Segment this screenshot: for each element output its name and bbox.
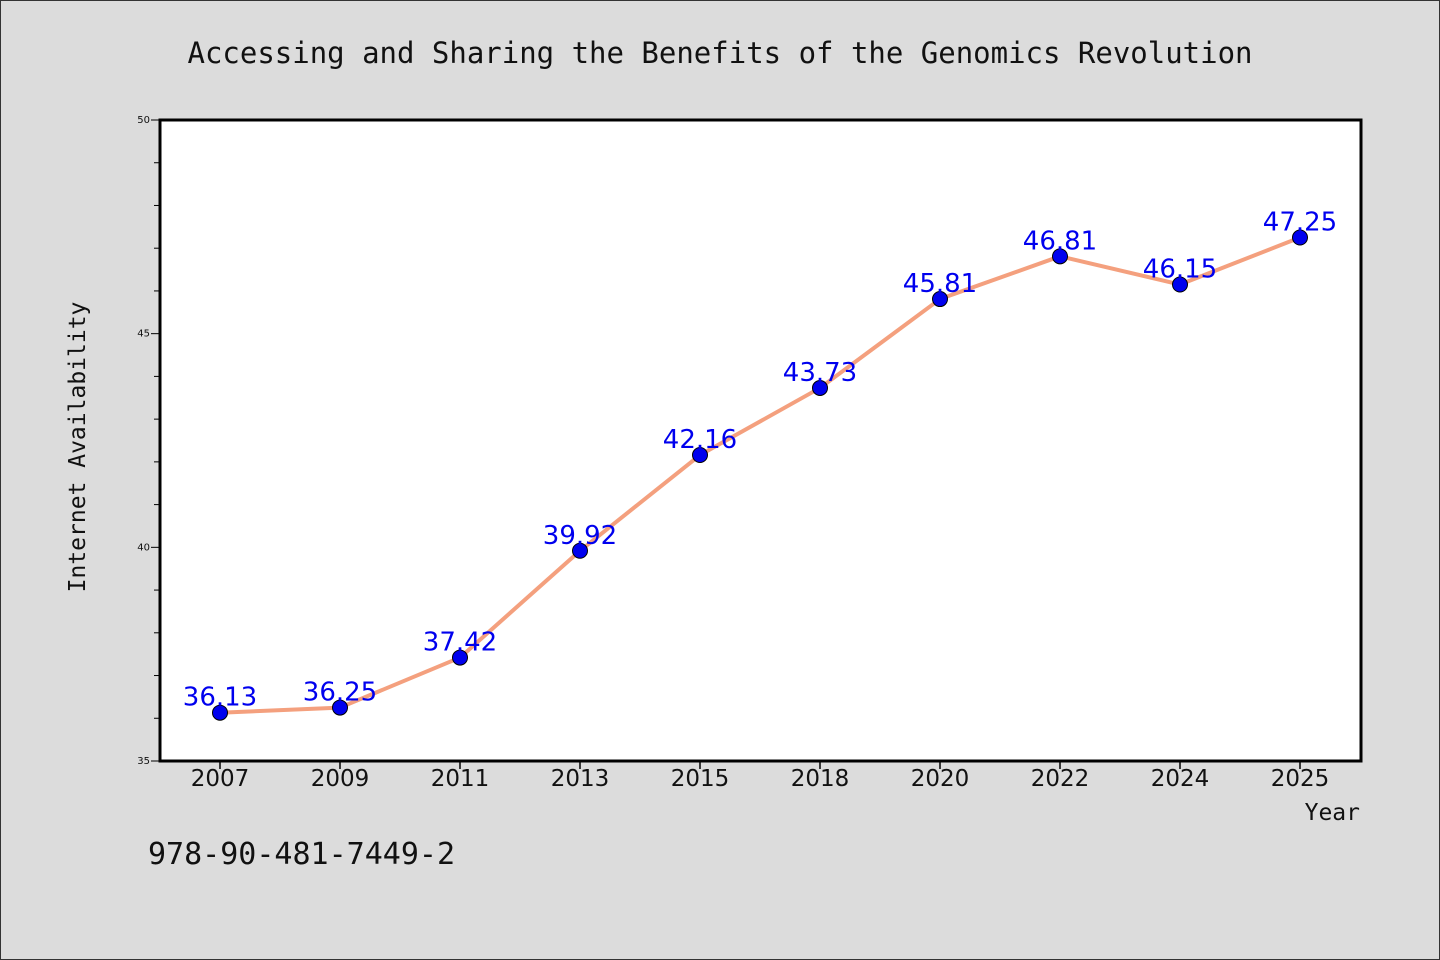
data-point	[572, 542, 588, 559]
isbn-text: 978-90-481-7449-2	[148, 837, 455, 872]
data-label: 36.13	[183, 683, 257, 713]
plot-area	[158, 118, 1363, 763]
x-axis-label: Year	[1305, 800, 1360, 826]
series	[219, 235, 1301, 715]
x-tick-label: 2013	[551, 766, 610, 792]
data-label: 46.15	[1143, 255, 1217, 285]
y-axis-label: Internet Availability	[65, 302, 91, 593]
x-tick-label: 2009	[311, 766, 370, 792]
y-tick-label: 50	[137, 115, 150, 126]
y-axis: 35 40 45 50	[137, 115, 160, 767]
x-tick-label: 2018	[791, 766, 850, 792]
data-point	[1052, 248, 1068, 265]
data-label: 45.81	[903, 269, 977, 299]
data-point	[1292, 229, 1308, 246]
series-line	[219, 235, 1301, 715]
data-label: 39.92	[543, 521, 617, 551]
chart-title: Accessing and Sharing the Benefits of th…	[187, 36, 1252, 70]
data-label: 43.73	[783, 358, 857, 388]
x-tick-label: 2011	[431, 766, 490, 792]
x-tick-label: 2015	[671, 766, 730, 792]
markers	[212, 229, 1308, 721]
data-label: 36.25	[303, 678, 377, 708]
data-labels: 36.13 36.25 37.42 39.92 42.16 43.73 45.81 46.81…	[183, 208, 1337, 713]
data-point	[812, 379, 828, 396]
data-point	[1172, 276, 1188, 293]
y-tick-label: 35	[137, 756, 150, 767]
x-tick-label: 2007	[191, 766, 250, 792]
x-axis: 2007 2009 2011 2013 2015 2018 2020 2022 2024 2025	[191, 761, 1330, 792]
x-tick-label: 2020	[911, 766, 970, 792]
x-tick-label: 2025	[1271, 766, 1330, 792]
data-point	[452, 649, 468, 666]
x-tick-label: 2022	[1031, 766, 1090, 792]
data-point	[932, 291, 948, 308]
data-label: 42.16	[663, 425, 737, 455]
data-label: 47.25	[1263, 208, 1337, 238]
data-point	[212, 704, 228, 721]
data-point	[332, 699, 348, 716]
y-tick-label: 45	[137, 329, 150, 340]
x-tick-label: 2024	[1151, 766, 1210, 792]
y-tick-label: 40	[137, 542, 150, 553]
data-point	[692, 447, 708, 464]
data-label: 37.42	[423, 628, 497, 658]
data-label: 46.81	[1023, 226, 1097, 256]
